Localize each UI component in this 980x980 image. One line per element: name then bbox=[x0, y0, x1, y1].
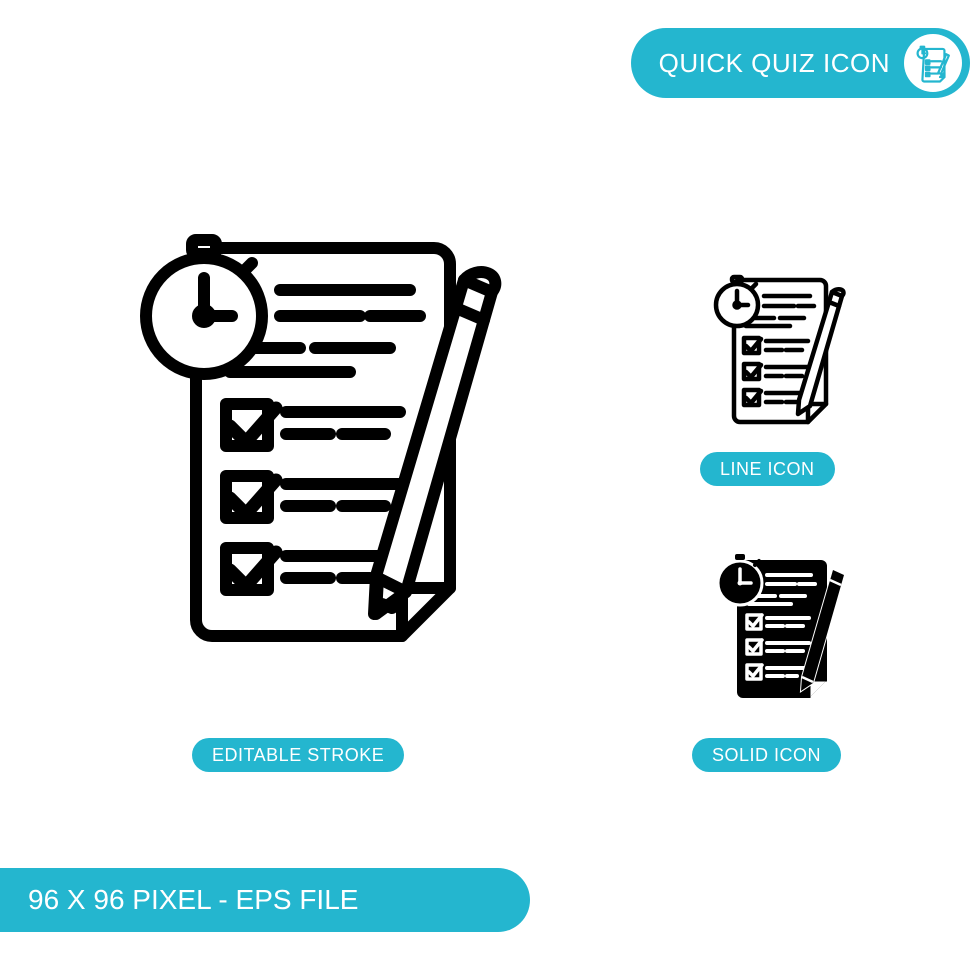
quick-quiz-line-icon bbox=[710, 270, 850, 430]
quick-quiz-main-icon bbox=[130, 220, 510, 660]
solid-icon-label-text: SOLID ICON bbox=[712, 745, 821, 766]
line-icon-label: LINE ICON bbox=[700, 452, 835, 486]
line-icon-label-text: LINE ICON bbox=[720, 459, 815, 480]
title-badge: QUICK QUIZ ICON bbox=[631, 28, 970, 98]
bottom-info-bar: 96 X 96 PIXEL - EPS FILE bbox=[0, 868, 530, 932]
title-badge-label: QUICK QUIZ ICON bbox=[659, 48, 890, 79]
bottom-info-text: 96 X 96 PIXEL - EPS FILE bbox=[28, 884, 358, 916]
solid-icon-label: SOLID ICON bbox=[692, 738, 841, 772]
quick-quiz-solid-icon bbox=[715, 550, 850, 705]
quick-quiz-mini-icon bbox=[911, 41, 955, 85]
editable-stroke-label: EDITABLE STROKE bbox=[192, 738, 404, 772]
title-badge-icon-circle bbox=[904, 34, 962, 92]
editable-stroke-label-text: EDITABLE STROKE bbox=[212, 745, 384, 766]
